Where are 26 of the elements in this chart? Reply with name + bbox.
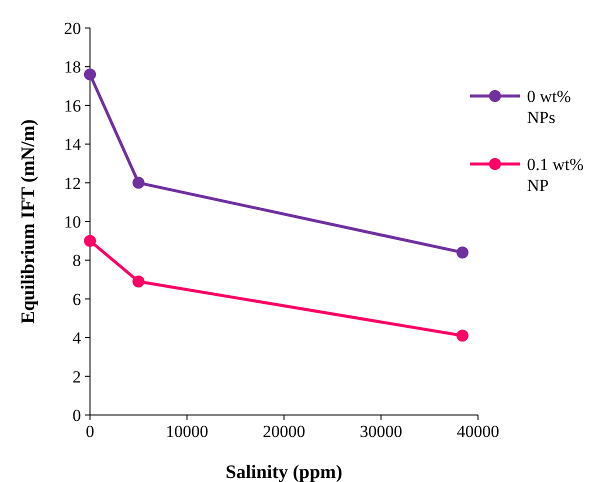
y-tick-label: 0: [72, 406, 81, 425]
x-tick-label: 20000: [262, 422, 306, 441]
y-axis-title: Equilibrium IFT (mN/m): [18, 119, 39, 324]
x-tick-label: 40000: [456, 422, 500, 441]
x-tick-label: 10000: [166, 422, 208, 441]
point: [84, 68, 96, 80]
y-tick-label: 12: [64, 174, 81, 193]
point: [132, 176, 144, 189]
y-tick-label: 14: [64, 135, 82, 154]
y-tick-label: 8: [72, 251, 81, 270]
point: [456, 246, 468, 258]
point: [456, 330, 468, 342]
y-tick-label: 16: [64, 96, 81, 116]
y-tick-label: 18: [64, 58, 81, 77]
y-tick-label: 2: [72, 367, 81, 386]
x-axis-title: Salinity (ppm): [226, 462, 342, 482]
point: [132, 275, 144, 288]
x-tick-label: 0: [86, 422, 94, 441]
point: [84, 234, 96, 247]
y-tick-label: 20: [64, 18, 81, 38]
y-tick-label: 4: [72, 328, 82, 348]
x-tick-label: 30000: [360, 422, 402, 441]
y-tick-label: 6: [72, 290, 81, 309]
y-tick-label: 10: [64, 212, 81, 232]
legend-label: 0 wt% NPs: [527, 87, 571, 127]
legend-label: 0.1 wt% NP: [527, 155, 584, 195]
